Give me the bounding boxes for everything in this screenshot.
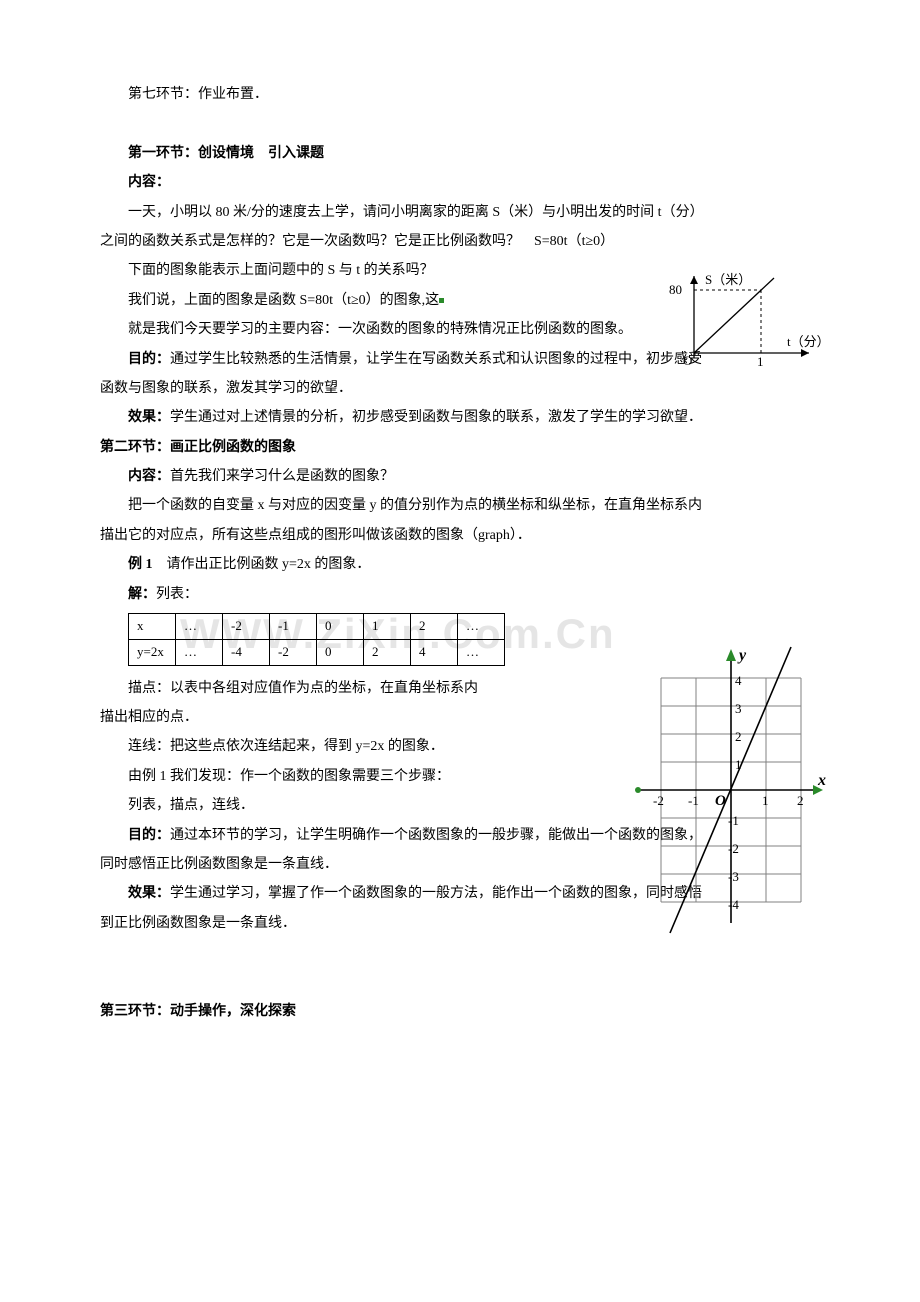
- y-axis-label: y: [737, 647, 747, 664]
- graph-s-t: 80 S（米） t（分） O 1: [669, 268, 824, 373]
- sec2-p2a: 把一个函数的自变量 x 与对应的因变量 y 的值分别作为点的横坐标和纵坐标，在直…: [100, 491, 820, 520]
- sec1-effect: 效果：学生通过对上述情景的分析，初步感受到函数与图象的联系，激发了学生的学习欲望…: [100, 403, 820, 432]
- sec2-p2b: 描出它的对应点，所有这些点组成的图形叫做该函数的图象（graph）．: [100, 521, 820, 550]
- table-cell: x: [129, 614, 176, 640]
- table-cell: 2: [411, 614, 458, 640]
- graph-y-2x: y x O 4 3 2 1 -1 -2 -3 -4 -2 -1 1 2: [623, 643, 828, 938]
- effect-label: 效果：: [128, 410, 170, 425]
- graph-origin-2: O: [715, 793, 726, 809]
- table-row: y=2x … -4 -2 0 2 4 …: [129, 639, 505, 665]
- goal-label: 目的：: [128, 352, 170, 367]
- table-cell: …: [458, 639, 505, 665]
- table-cell: …: [176, 614, 223, 640]
- solution: 解：列表：: [100, 580, 820, 609]
- sec1-goal-b: 函数与图象的联系，激发其学习的欲望．: [100, 374, 820, 403]
- xtick: -1: [688, 793, 699, 808]
- xy-table: x … -2 -1 0 1 2 … y=2x … -4 -2 0 2 4 …: [128, 613, 505, 666]
- goal-text-a: 通过学生比较熟悉的生活情景，让学生在写函数关系式和认识图象的过程中，初步感受: [170, 352, 702, 367]
- example-1: 例 1 请作出正比例函数 y=2x 的图象．: [100, 550, 820, 579]
- y-axis-value: 80: [669, 282, 682, 297]
- sec2-p1-text: 首先我们来学习什么是函数的图象？: [170, 469, 394, 484]
- text-line: 第七环节：作业布置．: [100, 80, 820, 109]
- table-cell: 4: [411, 639, 458, 665]
- effect-text: 学生通过对上述情景的分析，初步感受到函数与图象的联系，激发了学生的学习欲望．: [170, 410, 702, 425]
- x-axis-value: 1: [757, 354, 764, 369]
- table-cell: …: [176, 639, 223, 665]
- table-cell: …: [458, 614, 505, 640]
- graph-origin: O: [683, 353, 692, 368]
- section-1-title: 第一环节：创设情境 引入课题: [100, 139, 820, 168]
- table-cell: 2: [364, 639, 411, 665]
- x-axis-label: x: [817, 772, 826, 789]
- table-cell: -4: [223, 639, 270, 665]
- sec1-p3-text: 我们说，上面的图象是函数 S=80t（t≥0）的图象,这: [128, 293, 439, 308]
- ytick: 4: [735, 673, 742, 688]
- ytick: -3: [728, 869, 739, 884]
- sec1-p1a: 一天，小明以 80 米/分的速度去上学，请问小明离家的距离 S（米）与小明出发的…: [100, 198, 820, 227]
- solution-text: 列表：: [156, 587, 198, 602]
- ytick: -1: [728, 813, 739, 828]
- goal-label-2: 目的：: [128, 828, 170, 843]
- table-row: x … -2 -1 0 1 2 …: [129, 614, 505, 640]
- xtick: 2: [797, 793, 804, 808]
- xtick: 1: [762, 793, 769, 808]
- table-cell: -2: [270, 639, 317, 665]
- ytick: -2: [728, 841, 739, 856]
- table-cell: 0: [317, 639, 364, 665]
- ytick: -4: [728, 897, 739, 912]
- sec2-p1: 内容：首先我们来学习什么是函数的图象？: [100, 462, 820, 491]
- table-cell: -1: [270, 614, 317, 640]
- solution-label: 解：: [128, 587, 156, 602]
- example-label: 例 1: [128, 557, 153, 572]
- x-axis-label: t（分）: [787, 334, 824, 349]
- example-text: 请作出正比例函数 y=2x 的图象．: [153, 557, 371, 572]
- table-cell: -2: [223, 614, 270, 640]
- ytick: 2: [735, 729, 742, 744]
- effect-label-2: 效果：: [128, 886, 170, 901]
- table-cell: 0: [317, 614, 364, 640]
- section-3-title: 第三环节：动手操作，深化探索: [100, 997, 820, 1026]
- sec1-p1b: 之间的函数关系式是怎样的？它是一次函数吗？它是正比例函数吗？ S=80t（t≥0…: [100, 227, 820, 256]
- y-axis-label: S（米）: [705, 272, 751, 287]
- ytick: 1: [735, 757, 742, 772]
- xtick: -2: [653, 793, 664, 808]
- section-2-title: 第二环节：画正比例函数的图象: [100, 433, 820, 462]
- table-cell: 1: [364, 614, 411, 640]
- content-label: 内容：: [100, 168, 820, 197]
- content-label-2: 内容：: [128, 469, 170, 484]
- green-dot-icon: [439, 298, 444, 303]
- ytick: 3: [735, 701, 742, 716]
- table-cell: y=2x: [129, 639, 176, 665]
